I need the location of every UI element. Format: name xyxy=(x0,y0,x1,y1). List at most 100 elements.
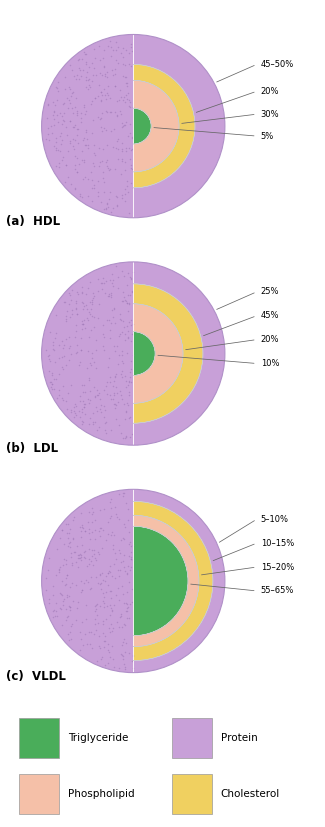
Point xyxy=(79,295,84,308)
Point xyxy=(100,171,105,184)
Point xyxy=(102,575,108,588)
Point xyxy=(108,585,113,598)
Point xyxy=(68,580,73,593)
Point xyxy=(125,513,131,526)
Point xyxy=(103,629,108,643)
Point xyxy=(114,199,119,213)
Point xyxy=(61,113,66,127)
Point xyxy=(88,303,93,316)
Point xyxy=(94,602,99,615)
Wedge shape xyxy=(42,35,133,218)
Point xyxy=(67,600,72,614)
Point xyxy=(76,561,81,574)
Point xyxy=(86,141,91,155)
Point xyxy=(114,35,119,48)
Point xyxy=(81,398,86,411)
Point xyxy=(63,120,69,133)
Point xyxy=(100,51,105,65)
Point xyxy=(111,388,116,401)
Point xyxy=(114,615,119,629)
Point xyxy=(117,487,122,500)
Point xyxy=(111,141,116,154)
Point xyxy=(108,290,113,304)
Point xyxy=(115,395,121,409)
Point xyxy=(120,554,125,567)
Point xyxy=(78,525,83,538)
Point xyxy=(53,605,58,618)
Point xyxy=(67,339,72,352)
Point xyxy=(103,403,108,416)
Point xyxy=(46,134,51,147)
Point xyxy=(101,60,107,74)
Point xyxy=(130,317,135,330)
Point xyxy=(121,587,126,600)
Point xyxy=(122,518,127,531)
Text: 10–15%: 10–15% xyxy=(261,538,294,547)
Point xyxy=(94,361,99,375)
Point xyxy=(114,190,119,203)
Point xyxy=(92,92,97,105)
Point xyxy=(67,633,72,647)
Point xyxy=(97,40,102,53)
Point xyxy=(75,539,80,552)
Point xyxy=(123,59,128,72)
Point xyxy=(99,124,104,137)
Point xyxy=(123,327,128,341)
Point xyxy=(103,203,109,216)
Point xyxy=(100,318,105,332)
Point xyxy=(92,179,97,192)
Point xyxy=(89,126,94,139)
Point xyxy=(96,386,101,399)
Point xyxy=(71,107,76,120)
Point xyxy=(74,128,80,141)
Point xyxy=(79,530,84,543)
Point xyxy=(78,343,83,356)
Text: Cholesterol: Cholesterol xyxy=(221,789,280,799)
Point xyxy=(74,303,79,316)
Point xyxy=(82,299,87,313)
Point xyxy=(57,351,62,365)
Point xyxy=(114,339,120,352)
Point xyxy=(81,154,86,167)
Point xyxy=(64,159,69,172)
Point xyxy=(127,430,132,443)
Wedge shape xyxy=(133,515,199,647)
Point xyxy=(121,549,126,562)
Point xyxy=(82,98,87,112)
Point xyxy=(68,288,73,301)
Point xyxy=(80,314,85,327)
Point xyxy=(103,275,108,288)
Point xyxy=(92,43,97,56)
Point xyxy=(90,74,95,88)
Point xyxy=(58,601,63,614)
Point xyxy=(95,174,100,188)
Point xyxy=(52,609,57,623)
Wedge shape xyxy=(133,332,155,375)
Point xyxy=(102,88,107,102)
Point xyxy=(110,303,115,316)
Point xyxy=(67,81,72,94)
Point xyxy=(72,162,77,175)
Point xyxy=(72,182,77,195)
Point xyxy=(76,551,82,564)
Point xyxy=(89,294,95,307)
Point xyxy=(73,302,79,315)
Point xyxy=(61,114,66,127)
Point xyxy=(127,411,132,424)
Point xyxy=(65,627,71,640)
Point xyxy=(103,612,109,625)
Point xyxy=(89,298,95,311)
Point xyxy=(110,44,115,57)
Point xyxy=(61,151,66,164)
Point xyxy=(63,332,69,346)
Point xyxy=(88,358,93,371)
Point xyxy=(83,139,88,152)
Point xyxy=(113,500,118,514)
Point xyxy=(98,521,103,534)
Point xyxy=(120,41,125,55)
Point xyxy=(112,339,117,352)
Point xyxy=(76,122,81,136)
Point xyxy=(48,354,53,367)
Point xyxy=(98,576,103,590)
Point xyxy=(86,79,91,92)
